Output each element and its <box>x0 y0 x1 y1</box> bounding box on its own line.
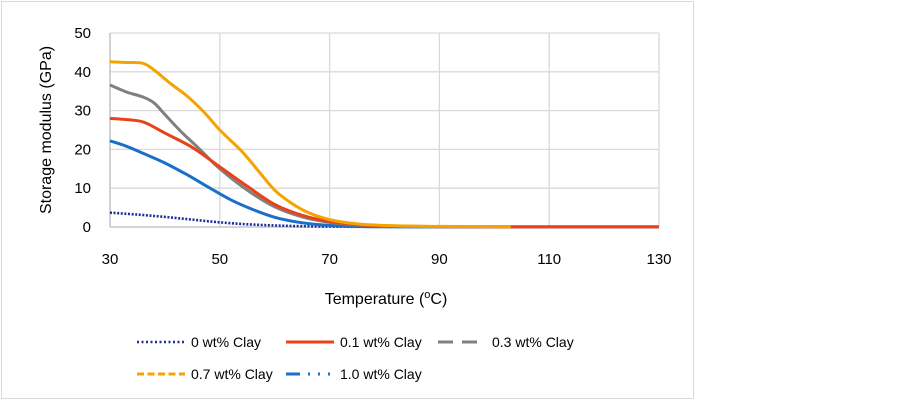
legend-item: 1.0 wt% Clay <box>286 366 422 382</box>
x-axis-title-end: C) <box>430 291 447 308</box>
x-tick-labels: 30 50 70 90 110 130 <box>102 251 672 268</box>
legend-item: 0.1 wt% Clay <box>286 334 422 350</box>
legend-label: 0 wt% Clay <box>191 334 261 350</box>
y-tick-label: 0 <box>83 219 91 236</box>
gridlines <box>109 32 660 228</box>
x-axis-title-main: Temperature ( <box>325 291 425 308</box>
series-line-0-1-wt-clay <box>109 116 660 229</box>
series-line-0-3-wt-clay <box>109 83 660 229</box>
y-tick-label: 40 <box>74 64 91 81</box>
legend-label: 0.1 wt% Clay <box>340 334 422 350</box>
chart-frame <box>1 1 694 399</box>
legend-item: 0.3 wt% Clay <box>438 334 574 350</box>
x-tick-label: 70 <box>321 251 338 268</box>
x-tick-label: 90 <box>431 251 448 268</box>
x-tick-label: 130 <box>646 251 671 268</box>
series-lines <box>109 60 660 229</box>
x-tick-label: 30 <box>102 251 119 268</box>
legend-label: 0.3 wt% Clay <box>492 334 574 350</box>
legend-label: 1.0 wt% Clay <box>340 366 422 382</box>
legend-item: 0 wt% Clay <box>137 334 261 350</box>
y-tick-label: 50 <box>74 25 91 42</box>
legend-label: 0.7 wt% Clay <box>191 366 273 382</box>
x-axis-title: Temperature (oC) <box>325 289 448 308</box>
x-tick-label: 110 <box>537 251 561 268</box>
y-tick-labels: 0 10 20 30 40 50 <box>74 25 91 236</box>
y-tick-label: 20 <box>74 141 91 158</box>
legend: 0 wt% Clay 0.1 wt% Clay 0.3 wt% Clay 0.7 wt… <box>137 334 574 382</box>
y-tick-label: 10 <box>74 180 91 197</box>
series-line-1-0-wt-clay <box>109 139 659 229</box>
y-tick-label: 30 <box>74 103 91 120</box>
series-line-0-7-wt-clay <box>109 60 511 229</box>
x-axis-title-sup: o <box>424 289 430 301</box>
x-tick-label: 50 <box>211 251 228 268</box>
y-axis-title: Storage modulus (GPa) <box>38 46 55 214</box>
legend-item: 0.7 wt% Clay <box>137 366 273 382</box>
